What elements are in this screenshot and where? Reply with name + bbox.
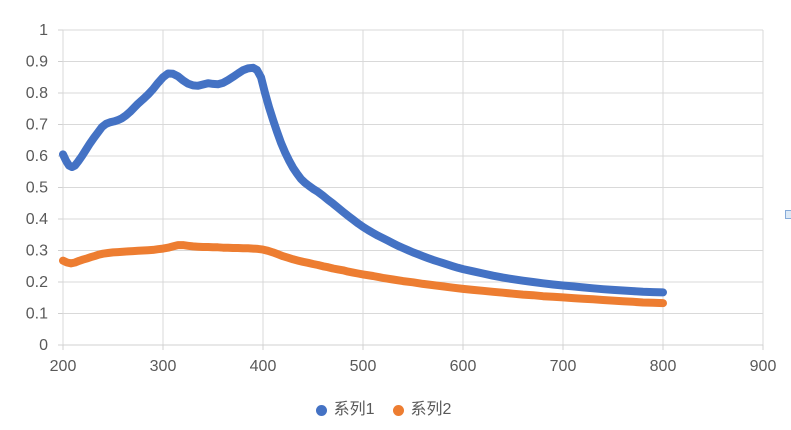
y-tick-label: 0.8 — [26, 85, 48, 102]
series-2-marker-icon — [392, 404, 404, 416]
y-tick-label: 0.9 — [26, 54, 48, 71]
series-1-marker-icon — [315, 404, 327, 416]
plot-area[interactable]: 0 0.1 0.2 0.3 0.4 0.5 0.6 0.7 0.8 0.9 1 200 300 400 50… — [0, 0, 791, 392]
y-tick-label: 0.7 — [26, 117, 48, 134]
y-tick-label: 0.6 — [26, 148, 48, 165]
y-tick-label: 0.3 — [26, 243, 48, 260]
chart-legend: 系列1 系列2 — [0, 399, 779, 421]
series-1-legend-label: 系列1 — [333, 401, 375, 418]
x-tick-label: 500 — [350, 358, 377, 375]
y-tick-label: 0.4 — [26, 211, 48, 228]
x-tick-label: 700 — [550, 358, 577, 375]
x-tick-label: 600 — [450, 358, 477, 375]
legend-item-series-2[interactable]: 系列2 — [392, 399, 452, 421]
series-2-legend-label: 系列2 — [410, 401, 452, 418]
series-1-line[interactable] — [59, 63, 667, 297]
y-tick-label: 0 — [39, 337, 48, 354]
x-tick-label: 300 — [150, 358, 177, 375]
x-tick-label: 400 — [250, 358, 277, 375]
series-2-line[interactable] — [59, 241, 667, 308]
y-tick-label: 1 — [39, 22, 48, 39]
y-tick-label: 0.1 — [26, 306, 48, 323]
y-tick-label: 0.5 — [26, 180, 48, 197]
y-tick-label: 0.2 — [26, 274, 48, 291]
clipped-blue-square-icon — [785, 210, 791, 219]
x-tick-label: 200 — [50, 358, 77, 375]
legend-item-series-1[interactable]: 系列1 — [315, 399, 375, 421]
x-tick-label: 900 — [750, 358, 777, 375]
x-tick-label: 800 — [650, 358, 677, 375]
